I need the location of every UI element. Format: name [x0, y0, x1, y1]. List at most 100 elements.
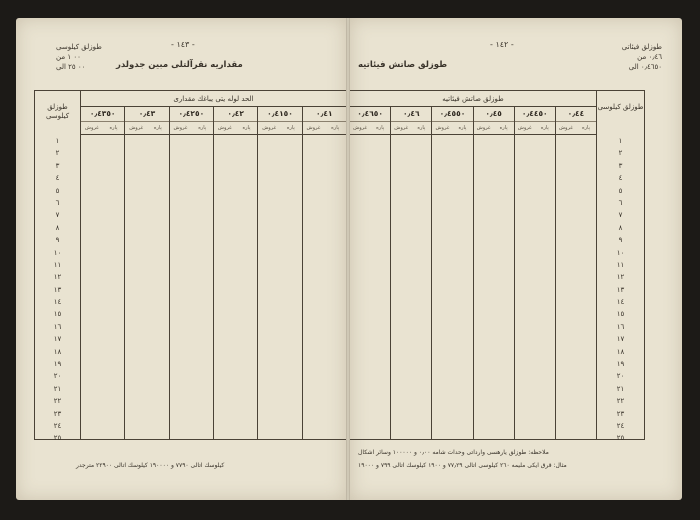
column-cells: [474, 135, 514, 447]
table-cell: [81, 137, 124, 149]
unit-label: غروش: [435, 125, 450, 131]
table-cell: [432, 236, 472, 248]
table-cell: [391, 174, 431, 186]
table-cell: [214, 273, 257, 285]
table-cell: [515, 323, 555, 335]
table-cell: [350, 199, 390, 211]
table-cell: [432, 422, 472, 434]
table-cell: [474, 174, 514, 186]
table-cell: [515, 397, 555, 409]
unit-subheader: غروش پاره: [555, 122, 597, 135]
table-cell: [125, 323, 168, 335]
table-cell: [214, 249, 257, 261]
length-row-number: ١: [618, 137, 623, 145]
left-price-grid: ٠٫٤٣٥٠ غروش پاره ٠٫٤٣ غروش پاره ٠٫٤٢٥٠ غروش پاره…: [81, 107, 346, 439]
table-cell: [391, 224, 431, 236]
table-cell: [515, 273, 555, 285]
table-cell: [125, 372, 168, 384]
table-cell: [556, 397, 596, 409]
table-cell: [350, 174, 390, 186]
length-row-number: ١٨: [53, 347, 62, 356]
table-cell: [81, 385, 124, 397]
table-cell: [258, 422, 301, 434]
table-cell: [474, 372, 514, 384]
table-cell: [258, 174, 301, 186]
price-column: ٠٫٤٦٥٠ غروش پاره: [350, 107, 391, 439]
table-cell: [556, 261, 596, 273]
price-column: ٠٫٤١ غروش پاره: [301, 107, 346, 439]
table-cell: [125, 434, 168, 446]
unit-label: غروش: [353, 125, 367, 131]
table-cell: [81, 335, 124, 347]
table-cell: [303, 385, 346, 397]
table-cell: [258, 187, 301, 199]
table-cell: [350, 372, 390, 384]
table-cell: [303, 273, 346, 285]
length-row-number: ٨: [618, 223, 623, 232]
table-cell: [214, 348, 257, 360]
note-line: ملاحظه: طوزلق يارهسى وارداتى وحدات شامه …: [358, 449, 549, 456]
length-row-number: ٢٠: [53, 372, 62, 381]
table-cell: [81, 224, 124, 236]
table-cell: [556, 422, 596, 434]
table-cell: [214, 397, 257, 409]
table-cell: [170, 298, 213, 310]
table-cell: [432, 410, 472, 422]
table-cell: [391, 137, 431, 149]
table-cell: [125, 224, 168, 236]
length-row-number: ١٤: [616, 298, 625, 307]
table-cell: [391, 261, 431, 273]
length-row-number: ١٢: [53, 273, 62, 282]
table-cell: [556, 360, 596, 372]
unit-label: پاره: [198, 125, 207, 131]
table-cell: [303, 360, 346, 372]
table-cell: [125, 422, 168, 434]
length-row-number: ٢١: [616, 384, 625, 393]
table-cell: [303, 224, 346, 236]
length-row-number: ١٠: [616, 248, 625, 257]
table-cell: [81, 434, 124, 446]
unit-label: غروش: [306, 125, 321, 131]
length-row-number: ١: [55, 137, 60, 145]
table-cell: [515, 310, 555, 322]
table-cell: [515, 348, 555, 360]
table-cell: [81, 348, 124, 360]
table-cell: [515, 298, 555, 310]
table-cell: [125, 298, 168, 310]
length-row-number: ٢٠: [616, 372, 625, 381]
price-column: ٠٫٤٣ غروش پاره: [124, 107, 169, 439]
table-cell: [170, 162, 213, 174]
length-column: طوزلق كيلوسى ١ ٢ ٣ ٤ ٥ ٦ ٧ ٨ ٩ ١٠ ١١ ١٢ ١٣ ١٤ ١٥ ١٦ ١٧ ١٨…: [35, 91, 81, 442]
table-cell: [391, 385, 431, 397]
price-column-header: ٠٫٤٣: [125, 107, 169, 122]
table-cell: [350, 422, 390, 434]
table-cell: [125, 286, 168, 298]
table-cell: [515, 261, 555, 273]
price-column: ٠٫٤٦ غروش پاره: [390, 107, 432, 439]
table-cell: [432, 199, 472, 211]
table-cell: [170, 385, 213, 397]
length-row-number: ٢١: [53, 384, 62, 393]
table-cell: [432, 273, 472, 285]
unit-label: پاره: [286, 125, 295, 131]
table-cell: [474, 397, 514, 409]
table-cell: [350, 310, 390, 322]
table-cell: [258, 236, 301, 248]
table-cell: [303, 211, 346, 223]
column-cells: [432, 135, 472, 447]
table-cell: [350, 286, 390, 298]
length-row-number: ٢٢: [53, 397, 62, 406]
unit-subheader: غروش پاره: [391, 122, 432, 135]
table-cell: [125, 236, 168, 248]
unit-label: پاره: [458, 125, 467, 131]
table-cell: [258, 137, 301, 149]
length-row-number: ١٦: [616, 322, 625, 331]
right-page: طوزلق فيئاتى ٠٫٤٦ من ٠٫٤٦٥٠ الى - ١٤٢ - …: [350, 18, 682, 500]
table-cell: [432, 286, 472, 298]
table-cell: [474, 149, 514, 161]
table-cell: [432, 298, 472, 310]
column-cells: [556, 135, 596, 447]
length-row-number: ١١: [616, 260, 625, 269]
price-column-header: ٠٫٤٦٥٠: [350, 107, 391, 122]
table-cell: [432, 162, 472, 174]
